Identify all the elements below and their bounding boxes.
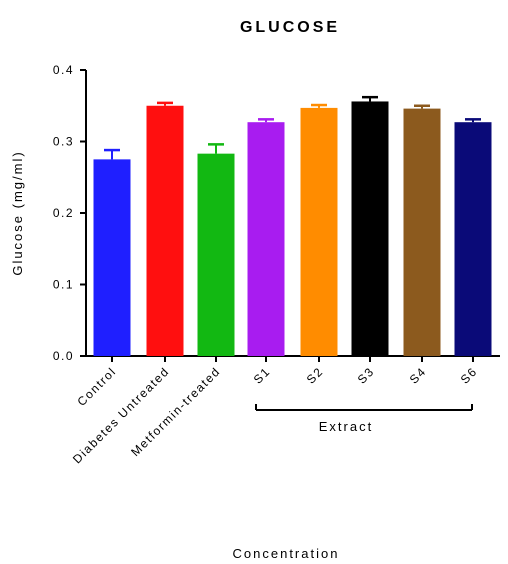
x-tick-label-s1: S1 (251, 364, 273, 386)
y-tick-label: 0.3 (53, 135, 74, 149)
bars (93, 101, 492, 357)
y-tick-label: 0.1 (53, 278, 74, 292)
y-axis: 0.0 0.1 0.2 0.3 0.4 (53, 63, 87, 363)
extract-group-bracket: Extract (255, 404, 473, 434)
bar-s6 (454, 122, 492, 356)
extract-group-label: Extract (319, 419, 373, 434)
x-tick-label-s2: S2 (304, 364, 326, 386)
x-tick-label-diabetes-untreated: Diabetes Untreated (70, 364, 172, 466)
bar-control (93, 159, 131, 356)
bar-s1 (247, 122, 285, 356)
y-axis-label: Glucose (mg/ml) (10, 150, 25, 275)
y-tick-label: 0.2 (53, 206, 74, 220)
bar-s4 (403, 108, 441, 356)
bar-s2 (300, 107, 338, 357)
x-tick-label-s4: S4 (407, 364, 429, 386)
y-tick-label: 0.0 (53, 349, 74, 363)
bar-s3 (351, 101, 389, 357)
x-axis-label: Concentration (233, 546, 340, 561)
bar-metformin-treated (197, 153, 235, 356)
error-bars (104, 95, 481, 160)
x-tick-label-s6: S6 (458, 364, 480, 386)
x-tick-label-metformin-treated: Metformin-treated (128, 364, 223, 459)
x-tick-label-control: Control (74, 364, 119, 409)
y-tick-label: 0.4 (53, 63, 74, 77)
chart-title: GLUCOSE (240, 19, 340, 36)
bar-diabetes-untreated (146, 105, 184, 356)
x-tick-label-s3: S3 (355, 364, 377, 386)
y-ticks: 0.0 0.1 0.2 0.3 0.4 (53, 63, 86, 363)
